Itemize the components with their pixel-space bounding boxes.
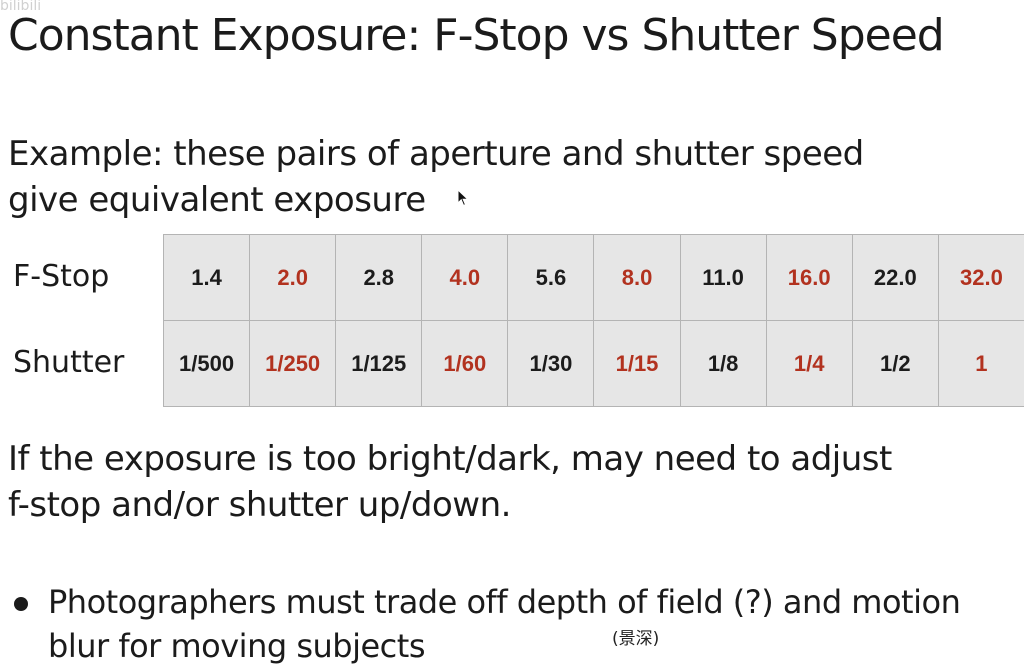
fstop-cell: 1.4 (164, 235, 250, 321)
fstop-cell: 5.6 (508, 235, 594, 321)
shutter-cell: 1/500 (164, 321, 250, 407)
fstop-cell: 8.0 (594, 235, 680, 321)
slide-title: Constant Exposure: F-Stop vs Shutter Spe… (8, 8, 944, 64)
shutter-row: 1/500 1/250 1/125 1/60 1/30 1/15 1/8 1/4… (164, 321, 1024, 407)
fstop-row: 1.4 2.0 2.8 4.0 5.6 8.0 11.0 16.0 22.0 3… (164, 235, 1024, 321)
bullet-line-2: blur for moving subjects (48, 624, 960, 668)
fstop-cell: 22.0 (852, 235, 938, 321)
shutter-cell: 1/250 (250, 321, 336, 407)
fstop-cell: 11.0 (680, 235, 766, 321)
adjust-line-2: f-stop and/or shutter up/down. (8, 482, 1008, 528)
example-line-2: give equivalent exposure (8, 177, 1008, 223)
fstop-row-label: F-Stop (13, 257, 109, 297)
annotation-note: (景深) (612, 628, 659, 650)
bullet-text: Photographers must trade off depth of fi… (48, 580, 960, 668)
example-line-1: Example: these pairs of aperture and shu… (8, 131, 1008, 177)
example-text: Example: these pairs of aperture and shu… (8, 131, 1008, 223)
shutter-cell: 1/60 (422, 321, 508, 407)
fstop-cell: 2.8 (336, 235, 422, 321)
shutter-cell: 1/8 (680, 321, 766, 407)
fstop-cell: 32.0 (938, 235, 1024, 321)
shutter-cell: 1/4 (766, 321, 852, 407)
mouse-pointer-icon (457, 189, 469, 207)
fstop-cell: 16.0 (766, 235, 852, 321)
adjust-text: If the exposure is too bright/dark, may … (8, 436, 1008, 528)
shutter-cell: 1/2 (852, 321, 938, 407)
shutter-cell: 1 (938, 321, 1024, 407)
fstop-cell: 4.0 (422, 235, 508, 321)
bullet-dot-icon (14, 597, 28, 611)
fstop-cell: 2.0 (250, 235, 336, 321)
shutter-cell: 1/15 (594, 321, 680, 407)
bullet-line-1: Photographers must trade off depth of fi… (48, 580, 960, 624)
shutter-cell: 1/125 (336, 321, 422, 407)
shutter-cell: 1/30 (508, 321, 594, 407)
adjust-line-1: If the exposure is too bright/dark, may … (8, 436, 1008, 482)
shutter-row-label: Shutter (13, 343, 124, 383)
exposure-table: 1.4 2.0 2.8 4.0 5.6 8.0 11.0 16.0 22.0 3… (163, 234, 1024, 407)
